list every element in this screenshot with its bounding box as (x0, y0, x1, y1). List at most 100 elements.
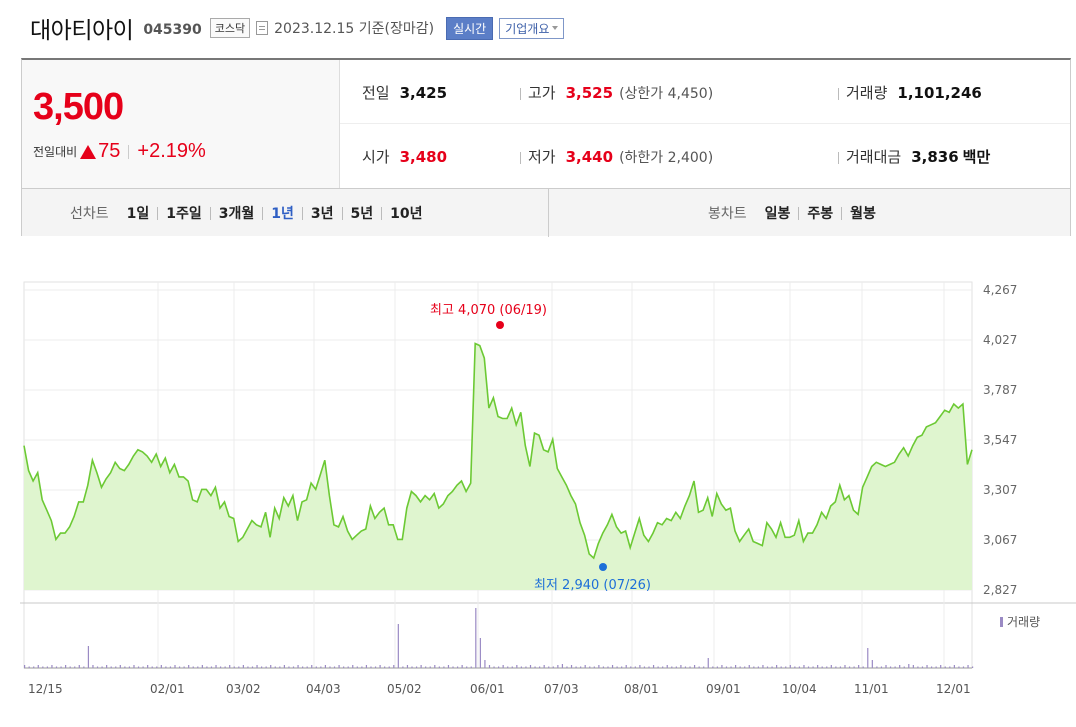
tab-monthly[interactable]: 월봉 (850, 206, 876, 222)
volume-bar (516, 665, 518, 668)
tab-3y[interactable]: 3년 (310, 206, 334, 222)
volume-bar (51, 665, 53, 668)
y-tick-label: 2,827 (983, 583, 1017, 597)
volume-bar (853, 666, 855, 668)
volume-bar (434, 665, 436, 668)
volume-bar (662, 666, 664, 668)
volume-bar (675, 666, 677, 668)
volume-bar (384, 666, 386, 668)
volume-bar (479, 638, 481, 668)
chart-tab-bar: 선차트 1일 1주일 3개월 1년 3년 5년 10년 봉차트 일봉 주 (22, 188, 1070, 237)
volume-bar (393, 665, 395, 668)
min-price-marker (599, 563, 607, 571)
volume-bar (178, 666, 181, 668)
volume-bar (949, 666, 951, 668)
volume-bar (639, 665, 641, 668)
price-area-fill (24, 343, 972, 590)
volume-bar (78, 665, 80, 668)
volume-bar (844, 665, 846, 668)
volume-bar (839, 666, 842, 668)
volume-bar (725, 666, 728, 668)
volume-bar (917, 666, 919, 668)
document-icon (256, 21, 269, 35)
current-price-panel: 3,500 전일대비 75 +2.19% (22, 60, 340, 188)
volume-bar (876, 666, 878, 668)
volume-bar (693, 665, 696, 668)
volume-bar (411, 666, 413, 668)
volume-bar (940, 665, 942, 668)
tab-weekly[interactable]: 주봉 (807, 206, 834, 222)
prev-close-stat: 전일 3,425 (362, 82, 447, 103)
volume-bar (137, 666, 140, 668)
y-tick-label: 4,267 (983, 283, 1017, 297)
volume-bar (201, 665, 203, 668)
price-area (23, 342, 973, 590)
tab-daily[interactable]: 일봉 (764, 206, 791, 222)
volume-bar (529, 665, 532, 668)
volume-bar (365, 665, 368, 668)
price-line (23, 342, 973, 560)
volume-bar (96, 666, 99, 668)
volume-bar (835, 666, 837, 668)
volume-bar (320, 666, 322, 668)
prev-close-value: 3,425 (399, 83, 448, 102)
tab-10y[interactable]: 10년 (390, 206, 423, 222)
volume-bar (379, 665, 381, 668)
volume-bar (766, 666, 769, 668)
company-name[interactable]: 대아티아이 (30, 18, 134, 44)
volume-bar (124, 666, 126, 668)
tab-3m[interactable]: 3개월 (218, 206, 255, 222)
tab-5y[interactable]: 5년 (350, 206, 374, 222)
volume-bar (880, 666, 883, 668)
volume-bar (55, 666, 58, 668)
volume-bar (543, 665, 545, 668)
divider (341, 206, 343, 220)
volume-bar (557, 665, 559, 668)
volume-bar (197, 666, 199, 668)
chevron-down-icon (552, 26, 559, 30)
volume-bar (256, 665, 258, 668)
tab-1y[interactable]: 1년 (271, 206, 294, 222)
volume-bar (657, 666, 659, 668)
x-tick-label: 10/04 (782, 682, 817, 696)
volume-bar (548, 666, 550, 668)
volume-bar (274, 666, 276, 668)
volume-bar (347, 666, 349, 668)
tab-1w[interactable]: 1주일 (166, 206, 202, 222)
volume-bar (361, 666, 363, 668)
volume-bar (862, 666, 864, 668)
volume-bar (142, 666, 144, 668)
change-rate: +2.19% (137, 140, 206, 162)
company-overview-dropdown[interactable]: 기업개요 (499, 17, 565, 39)
volume-bar (598, 665, 600, 668)
volume-bar (165, 666, 167, 668)
volume-bar (794, 666, 796, 668)
volume-bar (279, 666, 281, 668)
volume-bar (953, 665, 955, 668)
x-tick-label: 07/03 (544, 682, 579, 696)
volume-bars: 거래량 (24, 608, 1040, 668)
volume-bar (447, 665, 450, 668)
chart-annotations: 최고 4,070 (06/19) 최저 2,940 (07/26) (430, 303, 651, 593)
volume-bar (415, 666, 418, 668)
volume-bar (899, 665, 901, 668)
volume-bar (680, 665, 682, 668)
volume-bar (292, 666, 295, 668)
volume-bar (630, 666, 632, 668)
volume-bar (817, 665, 819, 668)
realtime-button[interactable]: 실시간 (446, 16, 494, 40)
volume-bar (24, 665, 26, 668)
trade-amount-unit: 백만 (962, 148, 991, 166)
price-summary-box: 3,500 전일대비 75 +2.19% 전일 3,425 고가 3,525 (… (21, 58, 1071, 237)
volume-bar (206, 666, 208, 668)
tab-1d[interactable]: 1일 (126, 206, 150, 222)
volume-bar (169, 666, 172, 668)
stock-header: 대아티아이 045390 코스닥 2023.12.15 기준(장마감) 실시간 … (30, 8, 565, 48)
x-tick-label: 02/01 (150, 682, 185, 696)
volume-bar (438, 666, 440, 668)
volume-bar (525, 666, 527, 668)
volume-value: 1,101,246 (897, 83, 982, 102)
volume-bar (539, 666, 541, 668)
min-price-label: 최저 2,940 (07/26) (534, 578, 651, 593)
volume-bar (46, 666, 48, 668)
